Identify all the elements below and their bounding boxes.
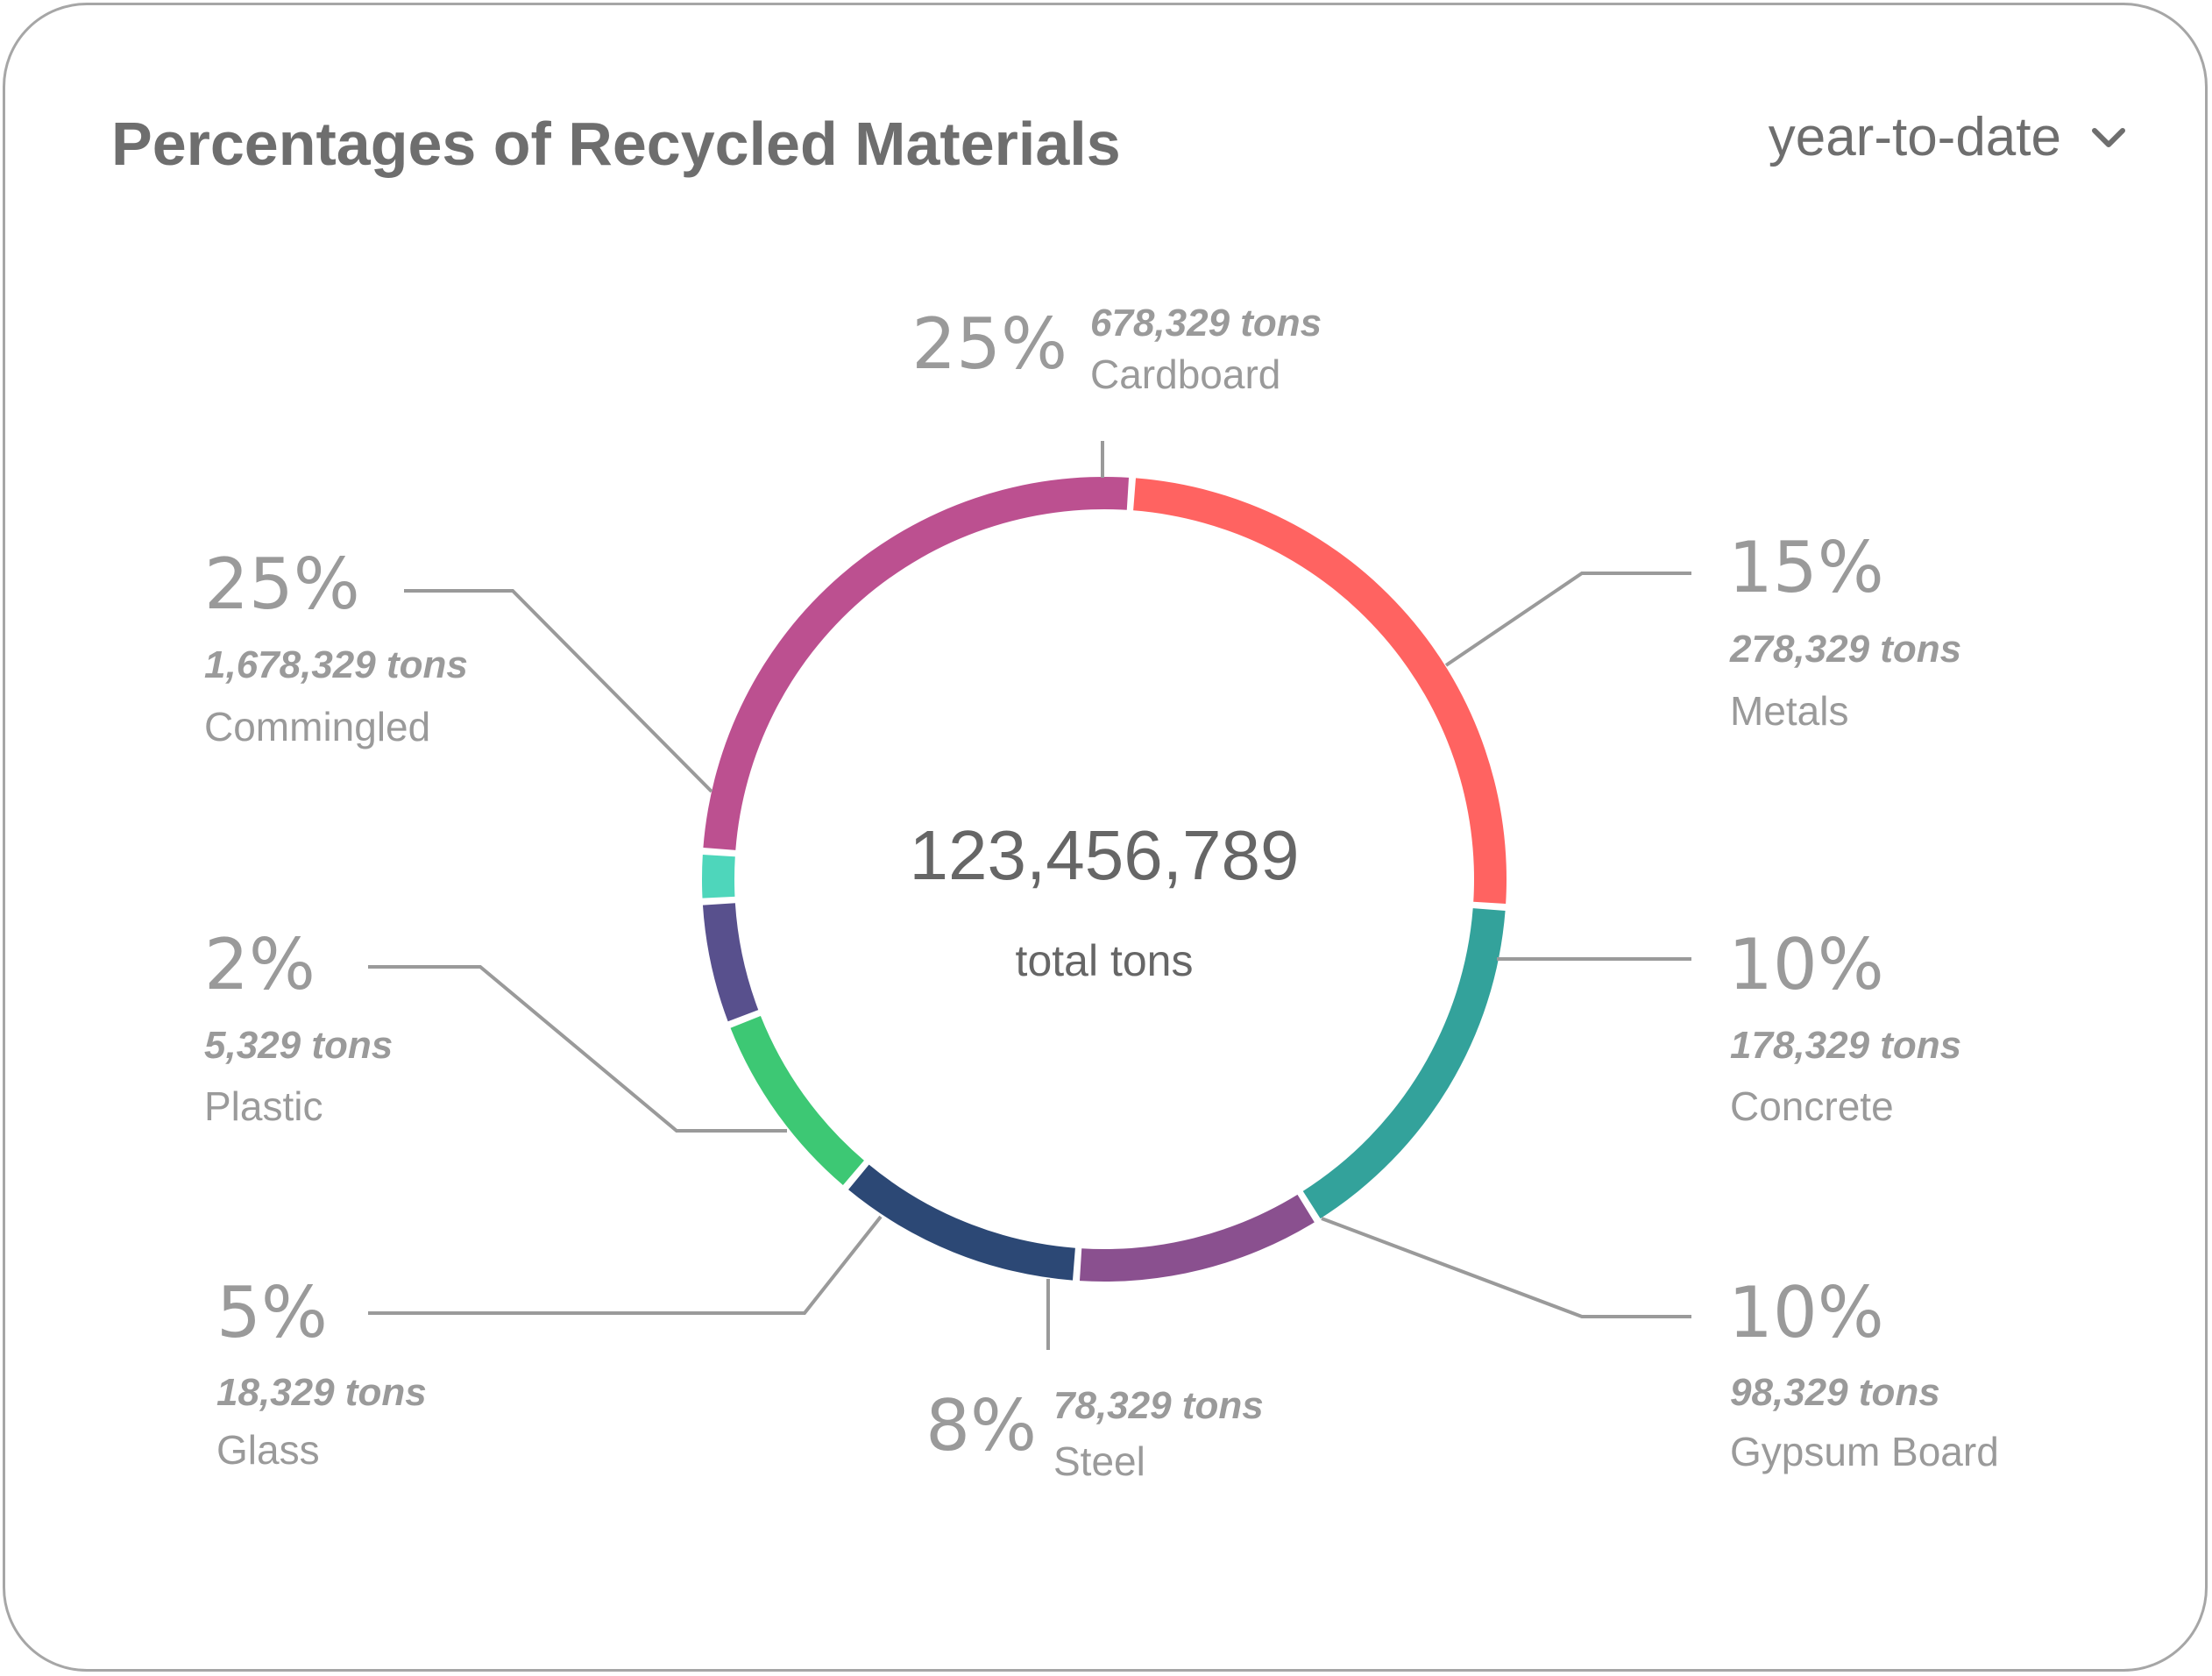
donut-slice-steel[interactable] [730, 1016, 864, 1186]
tons-label-concrete: 178,329 tons [1730, 1024, 1961, 1067]
donut-slice-commingled[interactable] [703, 477, 1130, 850]
leader-lines [368, 441, 1691, 1350]
category-label-plastic: Plastic [204, 1083, 323, 1129]
tons-label-gypsum-board: 98,329 tons [1730, 1371, 1940, 1414]
tons-label-steel: 78,329 tons [1053, 1384, 1264, 1427]
tons-label-plastic: 5,329 tons [204, 1024, 393, 1067]
slice-labels: 25% 678,329 tons Cardboard 15% 278,329 tons M… [204, 302, 1999, 1484]
tons-label-metals: 278,329 tons [1729, 628, 1961, 671]
donut-slice-glass[interactable] [702, 903, 759, 1022]
percent-label-metals: 15% [1728, 527, 1884, 608]
category-label-glass: Glass [216, 1427, 320, 1473]
leader-line-gypsum-board [1321, 1217, 1691, 1318]
period-dropdown-label: year-to-date [1768, 107, 2061, 167]
chart-card: Percentages of Recycled Materials year-t… [3, 3, 2208, 1672]
category-label-concrete: Concrete [1730, 1083, 1894, 1129]
tons-label-glass: 18,329 tons [216, 1371, 427, 1414]
category-label-gypsum-board: Gypsum Board [1730, 1429, 1999, 1474]
percent-label-steel: 8% [925, 1385, 1037, 1466]
category-label-steel: Steel [1053, 1438, 1145, 1484]
tons-label-commingled: 1,678,329 tons [204, 643, 468, 686]
percent-label-plastic: 2% [204, 924, 315, 1005]
period-dropdown[interactable]: year-to-date [1769, 106, 2130, 168]
category-label-cardboard: Cardboard [1090, 352, 1280, 397]
center-total-label: total tons [1016, 936, 1194, 985]
percent-label-glass: 5% [216, 1272, 328, 1353]
leader-line-commingled [404, 589, 713, 793]
chevron-down-icon [2092, 127, 2125, 147]
donut-slice-cardboard[interactable] [1133, 478, 1507, 905]
leader-line-plastic [368, 965, 787, 1133]
donut-ring [701, 477, 1507, 1282]
leader-line-glass [368, 1215, 883, 1315]
chart-title: Percentages of Recycled Materials [111, 110, 1121, 178]
donut-slice-metals[interactable] [1302, 908, 1506, 1219]
category-label-commingled: Commingled [204, 704, 430, 749]
percent-label-gypsum-board: 10% [1728, 1272, 1884, 1353]
donut-slice-plastic[interactable] [701, 854, 735, 898]
donut-slice-concrete[interactable] [1079, 1194, 1315, 1282]
center-total-value: 123,456,789 [910, 816, 1300, 894]
donut-slice-gypsum-board[interactable] [848, 1164, 1075, 1281]
percent-label-commingled: 25% [204, 543, 360, 625]
tons-label-cardboard: 678,329 tons [1090, 302, 1322, 344]
leader-line-metals [1444, 572, 1691, 667]
percent-label-concrete: 10% [1728, 924, 1884, 1005]
percent-label-cardboard: 25% [911, 303, 1067, 385]
category-label-metals: Metals [1730, 688, 1848, 734]
